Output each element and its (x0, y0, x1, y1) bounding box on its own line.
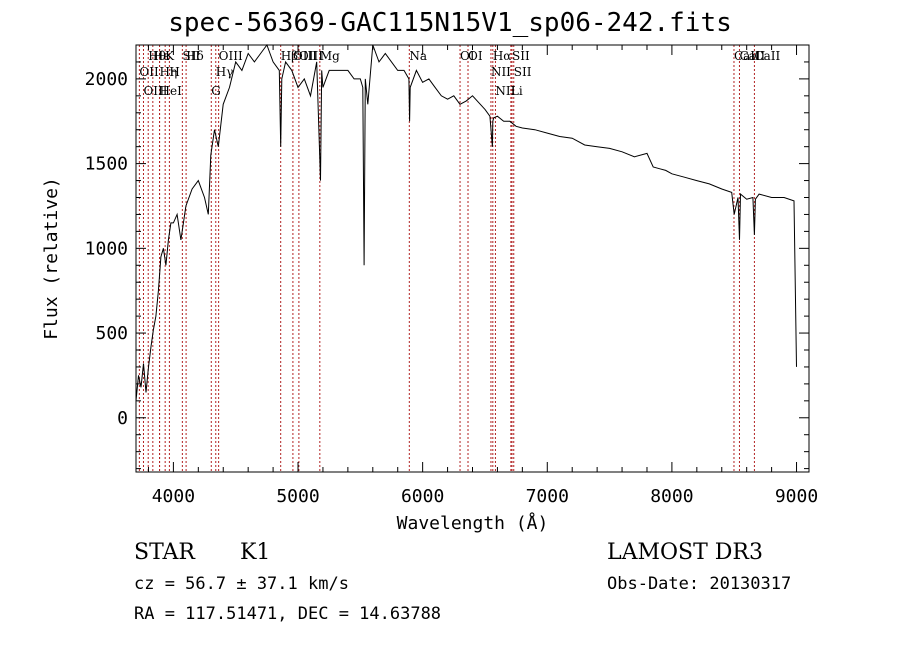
line-label-27: CaII (739, 49, 765, 63)
line-label-7: H (169, 65, 179, 79)
survey-name: LAMOST DR3 (607, 540, 763, 565)
line-label-13: Hβ (281, 49, 298, 63)
line-label-5: HeI (160, 84, 183, 98)
line-label-2: OIII (143, 84, 167, 98)
coords-text: RA = 117.51471, DEC = 14.63788 (134, 604, 442, 624)
line-label-26: CaII (734, 49, 760, 63)
object-class: STAR (134, 540, 195, 565)
x-tick-label-0: 4000 (152, 486, 195, 507)
x-axis-label: Wavelength (Å) (397, 512, 549, 534)
line-label-1: OII (139, 65, 159, 79)
x-tick-label-4: 8000 (650, 486, 693, 507)
line-label-18: OI (460, 49, 475, 63)
line-label-12: G (211, 84, 221, 98)
line-label-17: Na (409, 49, 427, 63)
line-label-24: SII (514, 65, 532, 79)
line-label-9: Hδ (186, 49, 204, 63)
line-label-0: Hθ (148, 49, 166, 63)
y-axis-label: Flux (relative) (41, 177, 62, 340)
line-label-21: NII (491, 65, 511, 79)
y-tick-label-1: 500 (95, 323, 128, 344)
line-label-10: OIII (219, 49, 243, 63)
line-label-3: Hε (153, 49, 170, 63)
axis-ticks: 4000 5000 6000 7000 8000 9000 0 500 1000 1500 2000 (85, 45, 818, 507)
line-label-25: Li (511, 84, 523, 98)
line-label-23: SII (512, 49, 530, 63)
line-label-19: OI (468, 49, 483, 63)
line-label-20: Hα (493, 49, 512, 63)
plot-frame (135, 44, 810, 473)
x-tick-label-5: 9000 (775, 486, 818, 507)
line-label-16: Mg (320, 49, 340, 63)
chart-title: spec-56369-GAC115N15V1_sp06-242.fits (168, 8, 732, 38)
spectral-line-markers (138, 45, 755, 472)
line-label-28: CaII (754, 49, 780, 63)
line-label-11: Hγ (216, 65, 234, 79)
obs-date-text: Obs-Date: 20130317 (607, 574, 792, 594)
x-tick-label-2: 6000 (401, 486, 444, 507)
object-subclass: K1 (240, 540, 271, 565)
x-tick-label-1: 5000 (276, 486, 319, 507)
line-label-8: SII (182, 49, 200, 63)
line-label-6: K (165, 49, 175, 63)
x-tick-label-3: 7000 (526, 486, 569, 507)
line-label-15: OIII (299, 49, 323, 63)
y-tick-label-3: 1500 (85, 154, 128, 175)
redshift-text: cz = 56.7 ± 37.1 km/s (134, 574, 349, 594)
line-label-22: NII (495, 84, 515, 98)
y-tick-label-0: 0 (117, 408, 128, 429)
line-label-4: Hη (160, 65, 178, 79)
line-label-14: OIII (293, 49, 317, 63)
y-tick-label-4: 2000 (85, 69, 128, 90)
spectrum-line (135, 43, 797, 401)
y-tick-label-2: 1000 (85, 238, 128, 259)
